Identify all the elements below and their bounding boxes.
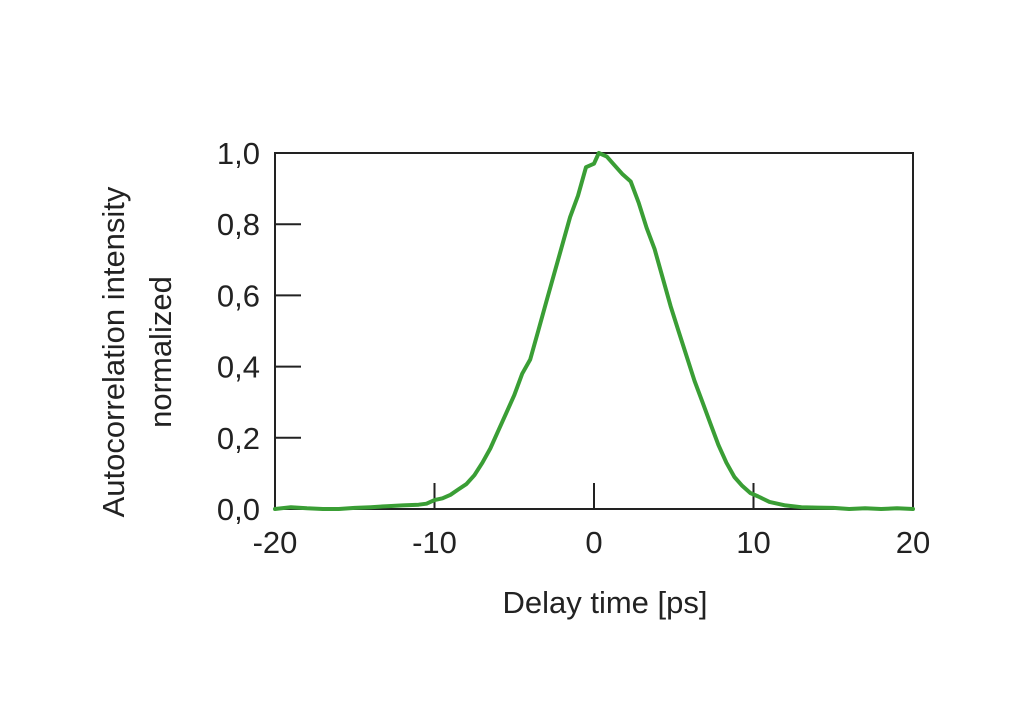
y-axis-title-line-1: Autocorrelation intensity [96, 186, 131, 517]
x-tick-label: -20 [253, 525, 298, 560]
y-tick-label: 0,0 [217, 492, 260, 527]
x-axis-title: Delay time [ps] [502, 585, 707, 620]
autocorrelation-trace [273, 151, 915, 511]
y-tick-label: 0,2 [217, 421, 260, 456]
x-axis-ticks: -20 -10 0 10 20 [253, 483, 930, 560]
x-tick-label: 20 [896, 525, 930, 560]
y-axis-ticks: 0,0 0,2 0,4 0,6 0,8 1,0 [217, 136, 301, 527]
y-tick-label: 0,8 [217, 207, 260, 242]
y-axis-title-line-2: normalized [143, 276, 178, 428]
y-tick-label: 1,0 [217, 136, 260, 171]
y-tick-label: 0,6 [217, 278, 260, 313]
y-tick-label: 0,4 [217, 350, 260, 385]
x-tick-label: 0 [585, 525, 602, 560]
x-tick-label: -10 [412, 525, 457, 560]
x-tick-label: 10 [736, 525, 770, 560]
plot-frame [274, 152, 914, 510]
